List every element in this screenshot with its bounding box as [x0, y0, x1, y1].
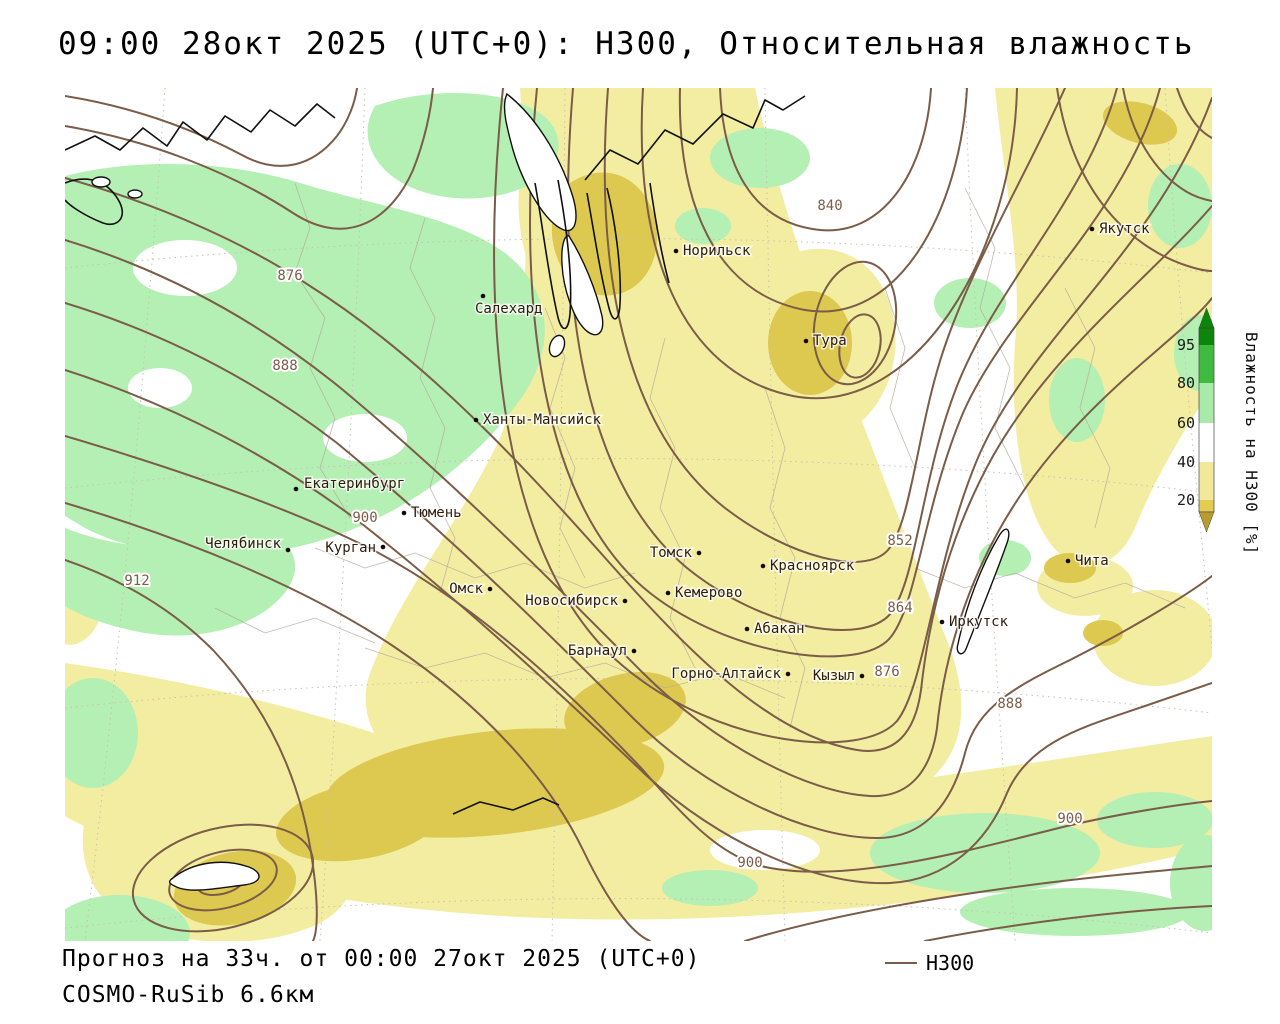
contour-label: 852: [887, 533, 912, 549]
city-marker: Тюмень: [401, 504, 463, 523]
city-marker: Екатеринбург: [293, 475, 407, 494]
city-label: Горно-Алтайск: [671, 666, 781, 682]
colorbar-tick: 95: [1177, 336, 1195, 354]
contour-label: 864: [887, 600, 912, 616]
city-dot: [803, 338, 809, 344]
city-label: Красноярск: [770, 558, 855, 574]
city-marker: Тура: [803, 332, 848, 351]
city-label: Якутск: [1099, 221, 1150, 237]
city-label: Норильск: [683, 243, 751, 259]
city-dot: [744, 626, 750, 632]
contour-label: 840: [817, 198, 842, 214]
city-marker: Новосибирск: [524, 592, 628, 611]
city-dot: [673, 248, 679, 254]
city-dot: [401, 510, 407, 516]
contour-label: 900: [737, 855, 762, 871]
h300-line-sample: [885, 962, 917, 964]
city-label: Салехард: [475, 301, 542, 317]
city-label: Абакан: [754, 621, 805, 637]
lake-baikal: [956, 528, 1010, 655]
colorbar-axis-label: Влажность на H300 [%]: [1242, 332, 1261, 556]
colorbar-tick: 40: [1177, 453, 1195, 471]
map-area: 876 888 900 912 840 852 864 876 888 900 900 Нориль…: [48, 87, 1240, 971]
city-label: Иркутск: [949, 614, 1009, 630]
city-dot: [859, 673, 865, 679]
contour-label: 888: [997, 696, 1022, 712]
city-dot: [1089, 226, 1095, 232]
contour-label: 900: [1057, 811, 1082, 827]
h300-legend-label: H300: [926, 951, 975, 975]
city-marker: Иркутск: [939, 613, 1010, 632]
colorbar-tick: 80: [1177, 374, 1195, 392]
contour-label: 876: [874, 664, 899, 680]
city-dot: [760, 563, 766, 569]
colorbar-arrow-down: [1198, 511, 1215, 533]
city-label: Кызыл: [813, 668, 855, 684]
colorbar-arrow-up: [1198, 307, 1215, 329]
city-dot: [631, 648, 637, 654]
admin-boundary-layer: [214, 182, 1186, 729]
city-dot: [785, 671, 791, 677]
city-label: Екатеринбург: [304, 476, 405, 492]
city-marker: Салехард: [474, 293, 544, 319]
city-dot: [293, 486, 299, 492]
city-marker: Якутск: [1089, 220, 1152, 239]
city-dot: [622, 598, 628, 604]
city-dot: [285, 547, 291, 553]
humidity-colorbar: 95 80 60 40 20: [1177, 307, 1215, 533]
contour-label: 876: [277, 268, 302, 284]
city-marker: Кемерово: [665, 584, 744, 603]
city-marker: Ханты-Мансийск: [473, 411, 603, 430]
city-dot: [487, 586, 493, 592]
forecast-info: Прогноз на 33ч. от 00:00 27окт 2025 (UTC…: [62, 946, 701, 972]
colorbar-tick: 60: [1177, 414, 1195, 432]
city-marker: Норильск: [673, 242, 753, 261]
lake-zaysan: [452, 797, 560, 815]
graticule-layer: [64, 87, 1213, 942]
city-marker: Томск: [648, 544, 702, 563]
city-label: Тюмень: [411, 505, 462, 521]
city-marker: Курган: [324, 539, 386, 558]
contour-label: 888: [272, 358, 297, 374]
weather-map: 876 888 900 912 840 852 864 876 888 900 900 Нориль…: [48, 87, 1240, 971]
city-label: Омск: [449, 581, 483, 597]
city-label: Тура: [813, 333, 847, 349]
city-marker: Омск: [448, 580, 493, 599]
city-label: Новосибирск: [525, 593, 618, 609]
lake-balkhash: [168, 861, 260, 891]
city-marker: Барнаул: [566, 642, 637, 661]
coastline-layer: [64, 92, 1010, 891]
city-label: Чита: [1075, 553, 1109, 569]
colorbar-tick: 20: [1177, 491, 1195, 509]
city-label: Барнаул: [568, 643, 627, 659]
city-dot: [480, 293, 486, 299]
city-marker: Абакан: [744, 620, 806, 639]
model-info: COSMO-RuSib 6.6км: [62, 982, 315, 1008]
contour-layer: [64, 87, 1213, 942]
city-dot: [473, 417, 479, 423]
city-marker: Чита: [1065, 552, 1110, 571]
city-marker: Горно-Алтайск: [670, 665, 791, 684]
city-dot: [665, 590, 671, 596]
city-label: Кемерово: [675, 585, 742, 601]
city-marker: Красноярск: [760, 557, 856, 576]
contour-label: 900: [352, 510, 377, 526]
city-label: Ханты-Мансийск: [483, 412, 602, 428]
city-dot: [939, 619, 945, 625]
contour-label: 912: [124, 573, 149, 589]
city-label: Курган: [325, 540, 376, 556]
map-title: 09:00 28окт 2025 (UTC+0): H300, Относите…: [58, 26, 1195, 62]
city-label: Челябинск: [205, 536, 281, 552]
city-label: Томск: [650, 545, 693, 561]
city-dot: [1065, 558, 1071, 564]
city-marker: Кызыл: [811, 667, 865, 686]
city-markers: Норильск Якутск Салехард Тура Ханты-Мансийск…: [204, 220, 1152, 686]
city-marker: Челябинск: [204, 535, 291, 554]
novaya-zemlya-island: [503, 92, 577, 232]
city-dot: [696, 550, 702, 556]
city-dot: [380, 544, 386, 550]
contour-labels: 876 888 900 912 840 852 864 876 888 900 900: [122, 196, 1084, 873]
